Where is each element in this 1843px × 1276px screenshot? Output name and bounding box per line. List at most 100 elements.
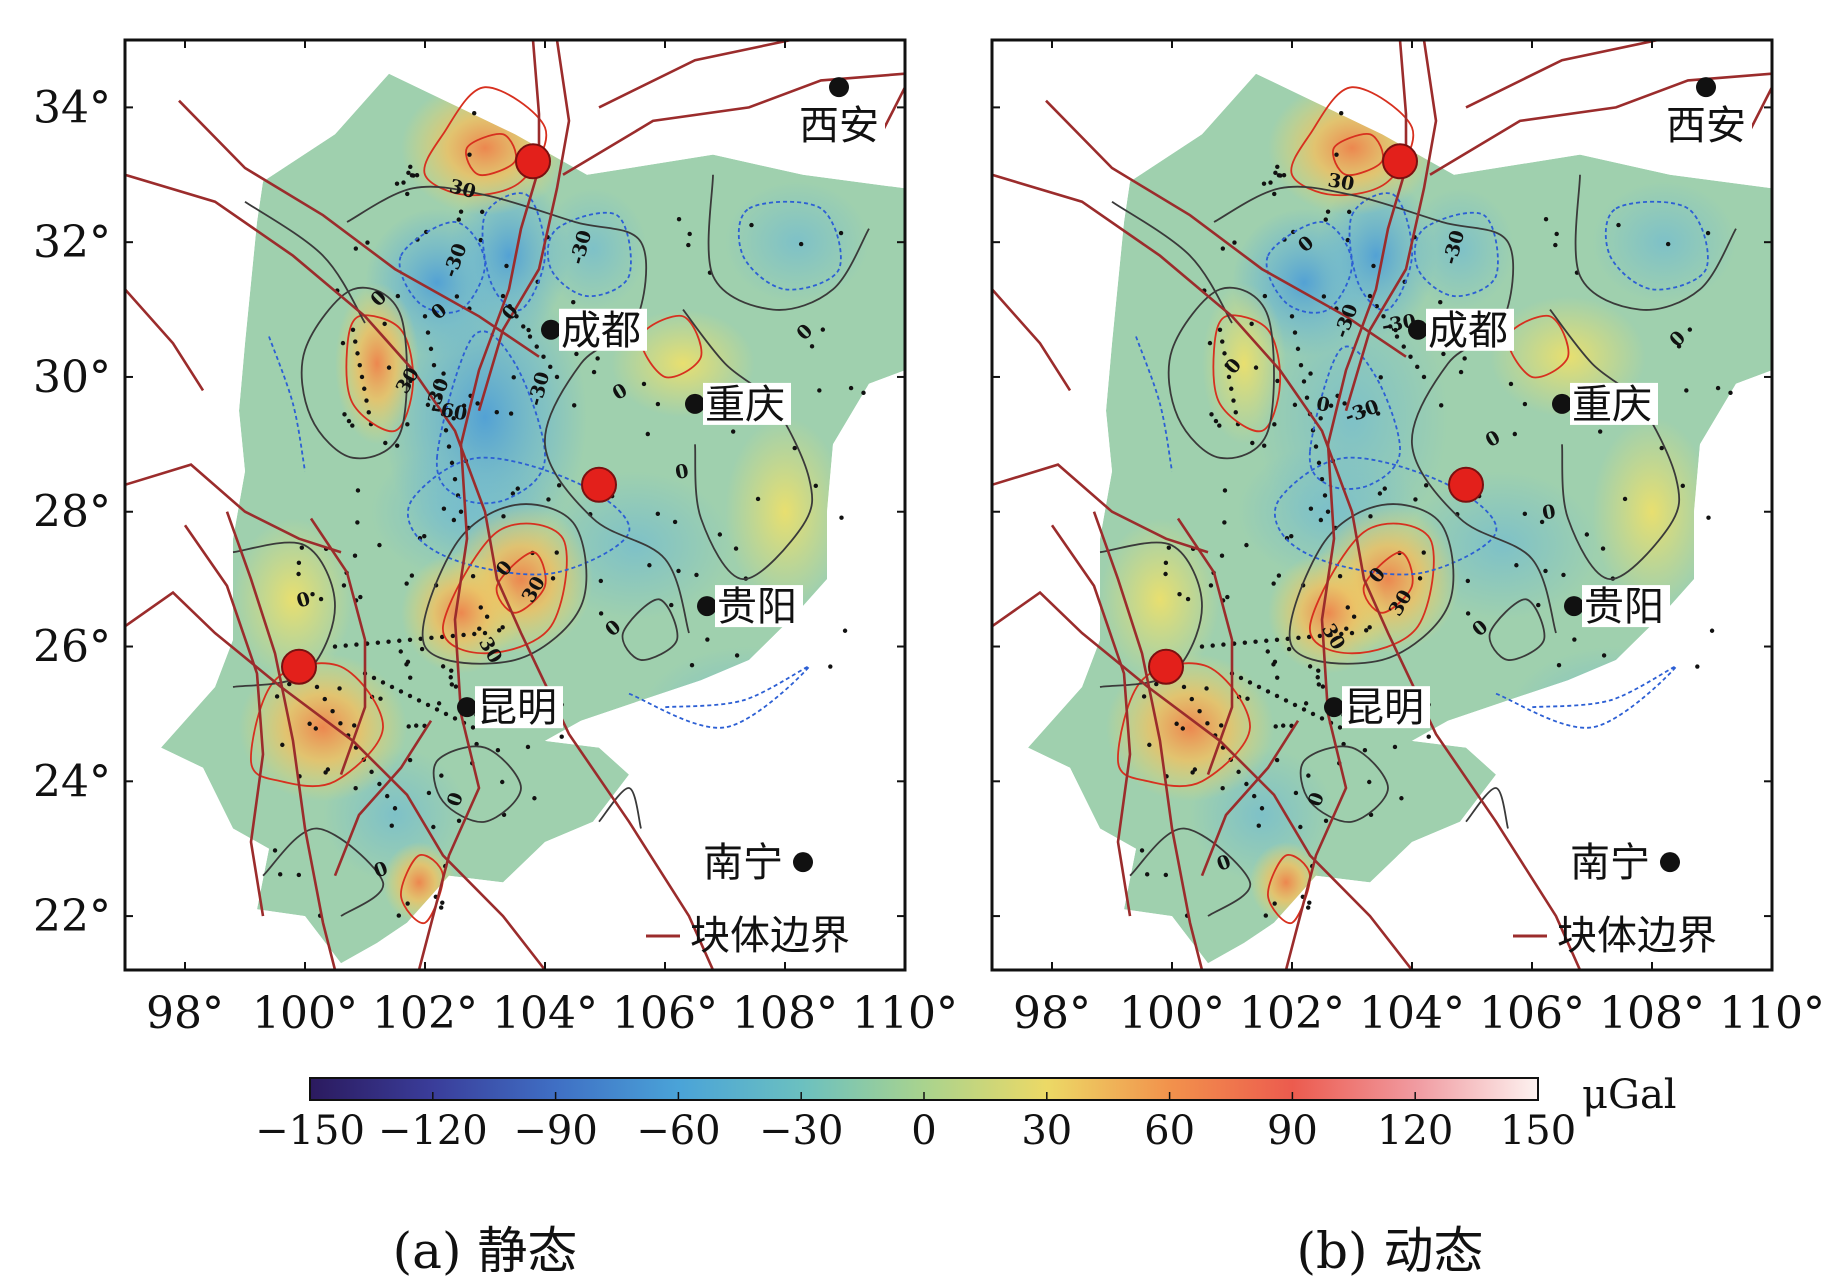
- station-dot: [1584, 532, 1590, 537]
- station-dot: [507, 303, 512, 309]
- city-label: 昆明: [1344, 685, 1424, 731]
- positive-contour: [1362, 551, 1414, 614]
- station-dot: [1306, 773, 1311, 778]
- map-legend: 块体边界: [646, 913, 850, 959]
- station-dot: [1307, 664, 1313, 669]
- station-dot: [1304, 395, 1310, 400]
- station-dot: [1261, 181, 1267, 186]
- station-dot: [689, 662, 695, 668]
- station-dot: [571, 300, 576, 305]
- positive-contour: [1290, 86, 1415, 197]
- field-blob: [239, 653, 407, 802]
- city-label-bg: [559, 308, 647, 351]
- station-dot: [515, 486, 520, 491]
- station-dot: [443, 428, 449, 433]
- block-boundaries: [992, 40, 1772, 970]
- negative-contour: [1604, 200, 1709, 291]
- map-frame: [990, 38, 1774, 972]
- station-dot: [1665, 241, 1671, 247]
- station-dot: [449, 460, 455, 466]
- station-dot: [1676, 344, 1682, 349]
- station-dot: [409, 573, 415, 578]
- station-dot: [1616, 222, 1621, 228]
- axis-ticks: [125, 40, 906, 970]
- station-dot: [1381, 314, 1386, 319]
- zero-contour: [421, 503, 588, 665]
- contour-label: 0: [1541, 501, 1558, 525]
- city-label: 重庆: [1572, 382, 1652, 428]
- station-dot: [428, 346, 434, 352]
- station-dot: [669, 602, 674, 608]
- station-dot: [296, 560, 302, 566]
- station-dot: [1321, 294, 1327, 299]
- station-dot: [1281, 173, 1287, 178]
- zero-contour: [1465, 787, 1509, 829]
- station-dot: [1219, 723, 1224, 728]
- station-dot: [458, 509, 464, 514]
- station-dot: [792, 445, 797, 451]
- station-dot: [734, 653, 740, 658]
- station-dot: [414, 173, 420, 178]
- y-tick-label: 32°: [33, 217, 111, 268]
- block-boundary: [1045, 99, 1407, 358]
- station-dot: [1252, 793, 1257, 799]
- station-dot: [1274, 637, 1280, 642]
- station-dot: [458, 209, 464, 214]
- station-dot: [1375, 411, 1381, 416]
- station-dot: [1220, 785, 1225, 791]
- city-label-bg: [475, 686, 563, 729]
- station-dot: [1339, 110, 1344, 116]
- station-dot: [717, 532, 723, 537]
- station-dot: [1561, 572, 1566, 578]
- station-dot: [377, 781, 382, 787]
- station-dot: [434, 379, 440, 384]
- map-frame: [123, 38, 907, 972]
- station-dot: [842, 628, 848, 633]
- station-dot: [1275, 675, 1280, 680]
- station-dot: [591, 369, 597, 375]
- station-dot: [861, 390, 866, 396]
- station-dot: [296, 571, 301, 577]
- station-dot: [1220, 339, 1225, 344]
- station-dot: [548, 364, 553, 370]
- station-dot: [554, 550, 559, 555]
- city-dot: [1696, 77, 1716, 98]
- field-blob: [1268, 552, 1388, 674]
- station-dot: [546, 497, 551, 502]
- station-dot: [1292, 402, 1298, 408]
- field-blob: [1592, 181, 1736, 303]
- city-dot: [1564, 596, 1584, 617]
- station-dot: [1554, 231, 1559, 237]
- station-dot: [396, 913, 402, 918]
- station-dot: [369, 769, 374, 775]
- block-boundary: [183, 524, 265, 917]
- station-dot: [1695, 664, 1700, 669]
- colorbar-tick-label: −90: [513, 1108, 597, 1154]
- panel-caption: (b) 动态: [1297, 1222, 1484, 1276]
- station-dot: [1371, 263, 1376, 269]
- station-dot: [1600, 546, 1606, 551]
- station-dot: [798, 241, 804, 247]
- station-dot: [1345, 237, 1350, 243]
- station-dot: [274, 694, 280, 699]
- city-label: 昆明: [477, 685, 557, 731]
- station-dot: [1307, 900, 1312, 905]
- station-dot: [449, 682, 455, 687]
- station-dot: [501, 514, 506, 519]
- zero-contour: [621, 598, 679, 661]
- epicenter-marker: [581, 466, 617, 503]
- station-dot: [1465, 611, 1471, 616]
- colorbar: −150 −120 −90 −60 −30 0 30 60 90 120 150 μGal: [255, 1072, 1677, 1154]
- field-blob: [1592, 417, 1712, 607]
- station-dot: [1249, 321, 1254, 327]
- block-boundary: [992, 463, 1209, 554]
- station-dot: [1141, 694, 1147, 699]
- station-dot: [1224, 362, 1229, 368]
- station-dot: [1225, 594, 1230, 600]
- station-dot: [1323, 818, 1329, 823]
- station-dot: [1345, 605, 1350, 610]
- station-dot: [475, 401, 480, 406]
- station-dot: [364, 398, 369, 403]
- zero-contour: [707, 174, 870, 311]
- station-dot: [461, 632, 466, 638]
